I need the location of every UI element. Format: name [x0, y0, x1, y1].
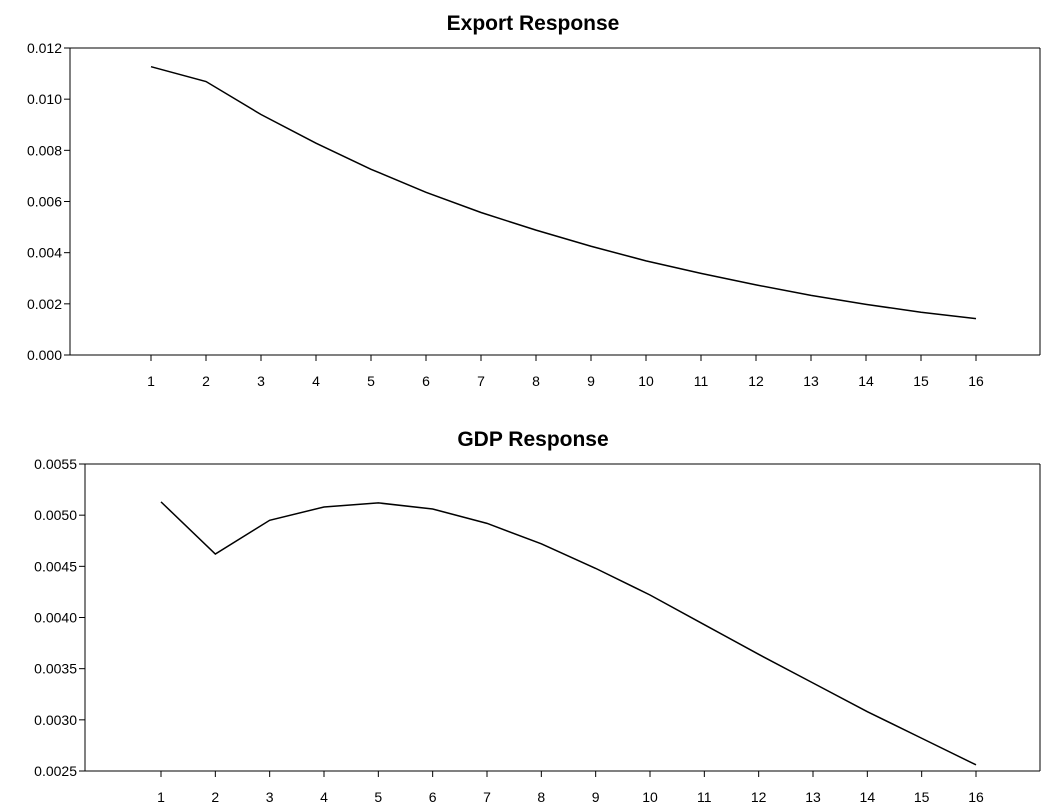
x-tick-label: 3	[266, 789, 274, 805]
x-tick-label: 12	[748, 373, 764, 389]
x-tick-label: 9	[587, 373, 595, 389]
y-tick-label: 0.0055	[34, 456, 77, 472]
export-response-series-line	[150, 65, 977, 320]
x-tick-label: 10	[638, 373, 654, 389]
y-tick-label: 0.008	[27, 142, 62, 158]
x-tick-label: 12	[751, 789, 767, 805]
x-tick-label: 1	[157, 789, 165, 805]
y-tick-label: 0.0050	[34, 507, 77, 523]
chart-title: GDP Response	[457, 428, 608, 451]
x-tick-label: 11	[694, 373, 709, 389]
x-tick-label: 2	[202, 373, 210, 389]
y-tick-label: 0.0045	[34, 558, 77, 574]
x-tick-label: 15	[913, 373, 929, 389]
y-tick-label: 0.012	[27, 40, 62, 56]
y-tick-label: 0.0030	[34, 712, 77, 728]
y-tick-label: 0.0035	[34, 661, 77, 677]
x-tick-label: 10	[642, 789, 658, 805]
export-response-panel: Export Response 0.000 0.002 0.004 0.006 0.00…	[27, 12, 1041, 389]
x-tick-label: 16	[968, 789, 984, 805]
y-tick-label: 0.006	[27, 194, 62, 210]
x-tick-label: 3	[257, 373, 265, 389]
x-tick-label: 4	[320, 789, 328, 805]
x-tick-label: 15	[914, 789, 930, 805]
chart-title: Export Response	[447, 12, 620, 35]
x-tick-label: 8	[537, 789, 545, 805]
x-tick-label: 14	[860, 789, 876, 805]
y-tick-label: 0.002	[27, 296, 62, 312]
x-tick-label: 5	[374, 789, 382, 805]
x-tick-label: 2	[211, 789, 219, 805]
x-tick-label: 9	[592, 789, 600, 805]
x-tick-label: 4	[312, 373, 320, 389]
x-tick-label: 5	[367, 373, 375, 389]
x-tick-label: 16	[968, 373, 984, 389]
x-tick-label: 7	[483, 789, 491, 805]
gdp-response-series-line	[160, 501, 977, 766]
y-tick-label: 0.010	[27, 91, 62, 107]
x-tick-label: 11	[697, 789, 712, 805]
x-tick-label: 13	[803, 373, 819, 389]
y-tick-label: 0.000	[27, 347, 62, 363]
x-tick-label: 8	[532, 373, 540, 389]
x-tick-label: 7	[477, 373, 485, 389]
y-tick-label: 0.0040	[34, 610, 77, 626]
y-tick-label: 0.004	[27, 245, 62, 261]
x-tick-label: 6	[429, 789, 437, 805]
y-tick-label: 0.0025	[34, 763, 77, 779]
x-tick-label: 6	[422, 373, 430, 389]
x-tick-label: 1	[147, 373, 155, 389]
gdp-response-panel: GDP Response 0.0025 0.0030 0.0035 0.0040 0.0…	[34, 428, 1041, 805]
x-tick-label: 13	[805, 789, 821, 805]
x-tick-label: 14	[858, 373, 874, 389]
